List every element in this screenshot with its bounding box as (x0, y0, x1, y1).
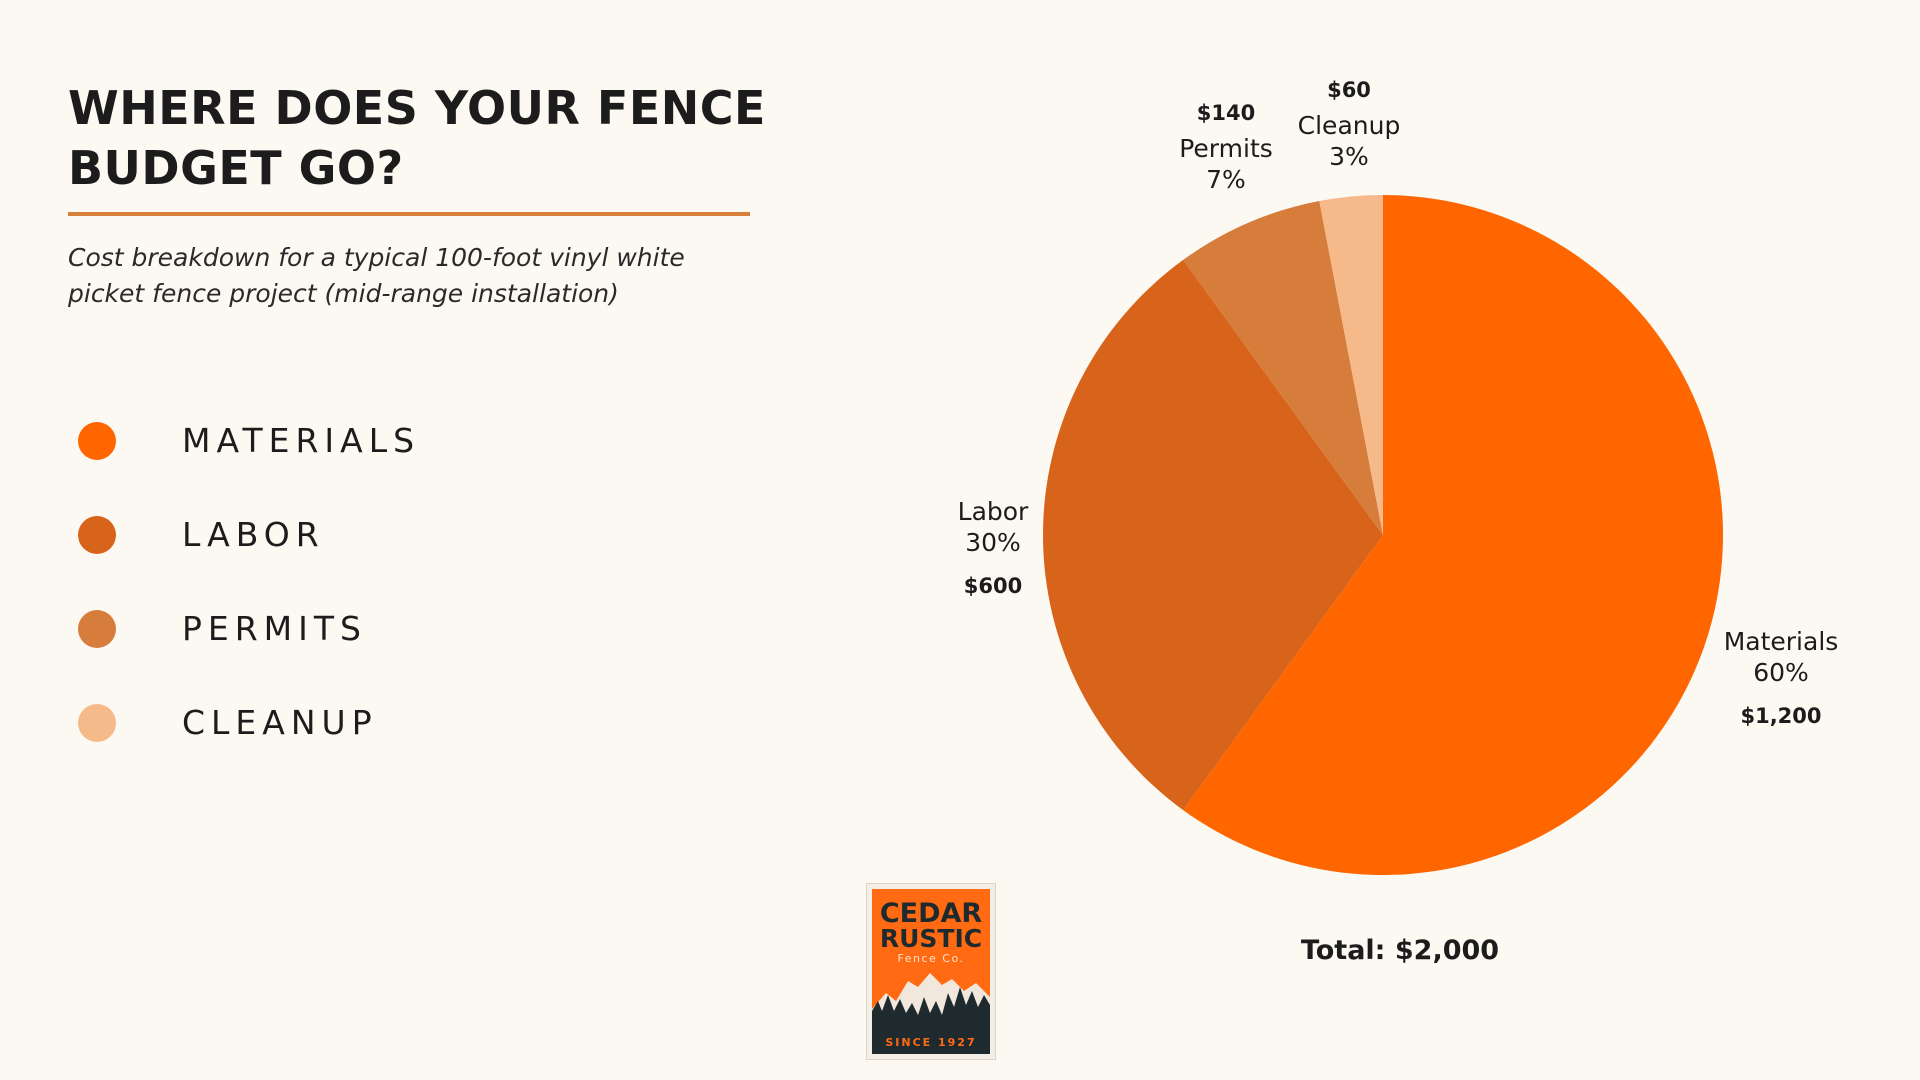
logo-name-line1: CEDAR (880, 898, 983, 929)
pie-slice-cleanup (1319, 195, 1383, 535)
slice-category-label: Cleanup (1298, 111, 1401, 140)
page-title: WHERE DOES YOUR FENCE BUDGET GO? (68, 81, 766, 195)
legend-swatch-labor (78, 515, 116, 554)
slice-percent-label: 30% (965, 528, 1021, 557)
logo-badge-graphic: CEDAR RUSTIC Fence Co. SINCE 1927 (872, 889, 990, 1054)
slice-amount-label: $140 (1197, 101, 1255, 125)
legend-swatch-permits (78, 609, 116, 648)
title-divider (68, 212, 750, 216)
legend-label-labor: LABOR (182, 515, 325, 554)
slice-category-label: Permits (1179, 134, 1273, 163)
slice-category-label: Materials (1724, 627, 1839, 656)
legend-label-permits: PERMITS (182, 609, 367, 648)
legend-label-cleanup: CLEANUP (182, 703, 378, 742)
logo-name-line2: RUSTIC (880, 924, 982, 953)
slice-percent-label: 7% (1206, 165, 1246, 194)
legend-swatch-cleanup (78, 703, 116, 742)
slice-percent-label: 60% (1753, 658, 1809, 687)
chart-legend: MATERIALS LABOR PERMITS CLEANUP (78, 411, 420, 787)
company-logo: CEDAR RUSTIC Fence Co. SINCE 1927 (866, 883, 996, 1060)
logo-tagline: Fence Co. (898, 952, 965, 965)
logo-since: SINCE 1927 (885, 1036, 976, 1049)
logo-pine-trees-icon (872, 987, 990, 1054)
chart-total: Total: $2,000 (1300, 935, 1500, 966)
legend-item-materials: MATERIALS (78, 411, 420, 471)
legend-swatch-materials (78, 421, 116, 460)
pie-slice-labor (1043, 259, 1383, 811)
slice-percent-label: 3% (1329, 142, 1369, 171)
legend-item-permits: PERMITS (78, 599, 420, 659)
slice-amount-label: $60 (1327, 78, 1371, 102)
legend-item-labor: LABOR (78, 505, 420, 565)
pie-slice-permits (1183, 201, 1383, 535)
slice-amount-label: $1,200 (1740, 704, 1821, 728)
page-subtitle: Cost breakdown for a typical 100-foot vi… (68, 243, 685, 308)
slice-category-label: Labor (958, 497, 1029, 526)
legend-label-materials: MATERIALS (182, 421, 421, 460)
pie-slice-materials (1183, 195, 1723, 876)
slice-amount-label: $600 (964, 574, 1022, 598)
pie-slices (1043, 195, 1723, 876)
legend-item-cleanup: CLEANUP (78, 693, 420, 753)
